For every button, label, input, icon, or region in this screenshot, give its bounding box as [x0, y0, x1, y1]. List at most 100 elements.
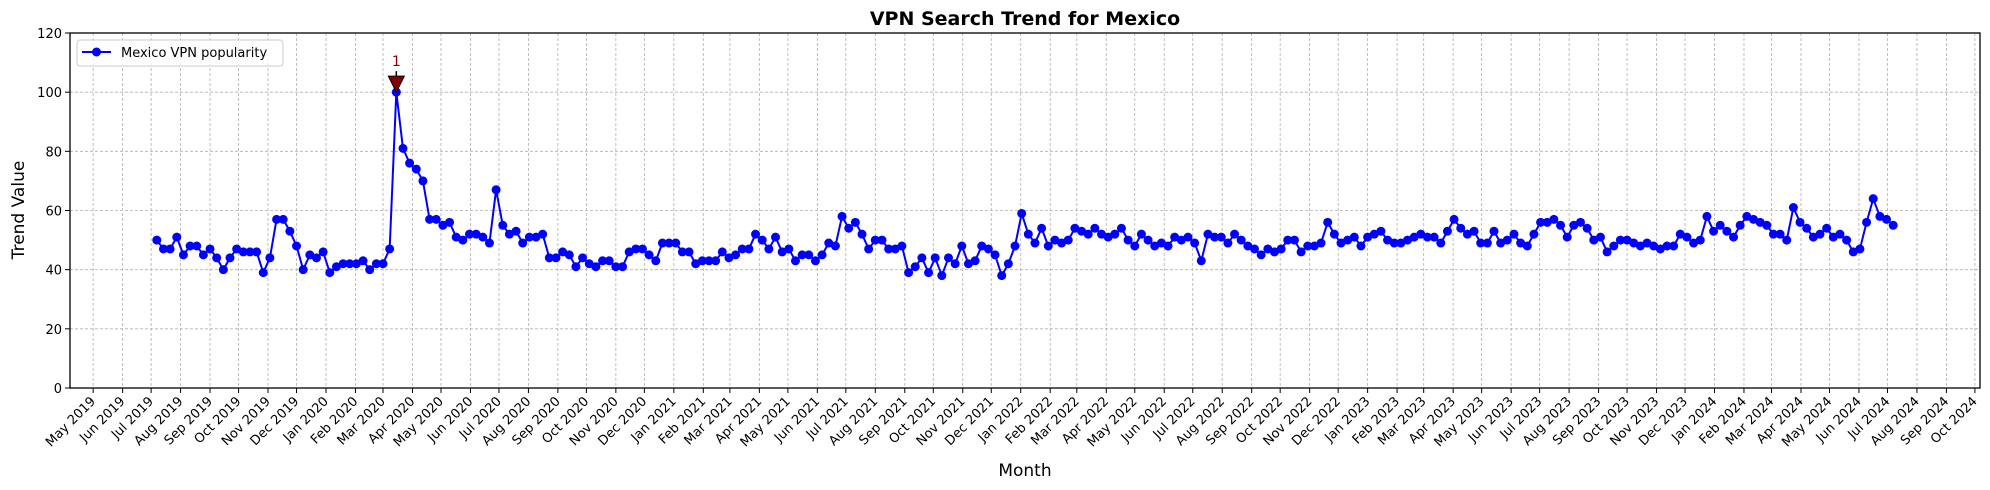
data-point — [345, 259, 355, 269]
data-point — [997, 271, 1007, 281]
data-point — [152, 235, 162, 245]
data-point — [1882, 214, 1892, 224]
annotation: 1 — [387, 54, 406, 94]
data-point — [1702, 211, 1712, 221]
data-point — [1615, 235, 1625, 245]
annotation-triangle-marker — [387, 75, 406, 94]
data-point — [1196, 256, 1206, 266]
data-point — [465, 229, 474, 239]
data-point — [711, 256, 721, 266]
data-point — [1729, 232, 1739, 242]
data-point — [1862, 217, 1872, 227]
data-point — [697, 256, 707, 266]
data-point — [498, 220, 508, 230]
data-point — [983, 244, 993, 254]
data-point — [1669, 241, 1679, 251]
data-point — [518, 238, 528, 248]
data-point — [192, 241, 202, 251]
data-point — [937, 271, 947, 281]
data-point — [371, 259, 381, 269]
data-point — [664, 238, 674, 248]
data-point — [757, 235, 767, 245]
data-point — [943, 253, 953, 263]
data-point — [1163, 241, 1173, 251]
data-point — [897, 241, 907, 251]
data-point — [677, 247, 687, 257]
data-point — [1389, 238, 1399, 248]
data-point — [1449, 214, 1459, 224]
data-point — [1037, 223, 1047, 233]
data-point — [298, 265, 308, 275]
data-point — [930, 253, 940, 263]
data-point — [378, 259, 388, 269]
grid — [70, 32, 1980, 389]
data-point — [1562, 232, 1572, 242]
y-tick-label: 100 — [37, 86, 62, 101]
data-point — [1835, 229, 1845, 239]
data-point — [1276, 244, 1286, 254]
data-point — [1782, 235, 1792, 245]
data-point — [830, 241, 840, 251]
data-point — [538, 229, 548, 239]
y-tick-label: 60 — [45, 205, 62, 220]
data-point — [1083, 229, 1093, 239]
data-point — [917, 253, 927, 263]
data-point — [1183, 232, 1193, 242]
data-point — [564, 250, 574, 260]
data-point — [1768, 229, 1778, 239]
data-point — [864, 244, 874, 254]
data-point — [850, 217, 860, 227]
data-point — [857, 229, 867, 239]
data-point — [1136, 229, 1146, 239]
data-point — [751, 229, 761, 239]
data-point — [1549, 214, 1559, 224]
data-point — [571, 262, 581, 272]
data-point — [1735, 220, 1745, 230]
series-mexico-vpn-popularity — [152, 87, 1898, 281]
data-point — [1436, 238, 1446, 248]
data-point — [285, 226, 295, 236]
data-point — [1010, 241, 1020, 251]
data-point — [1376, 226, 1386, 236]
data-point — [1143, 235, 1153, 245]
data-point — [744, 244, 754, 254]
data-point — [1210, 232, 1220, 242]
data-point — [1303, 241, 1313, 251]
data-point — [817, 250, 827, 260]
x-axis-label: Month — [998, 461, 1051, 481]
y-tick-label: 120 — [37, 27, 62, 42]
data-point — [1017, 208, 1027, 218]
data-point — [591, 262, 601, 272]
data-point — [1695, 235, 1705, 245]
data-point — [1489, 226, 1499, 236]
data-point — [764, 244, 774, 254]
data-point — [172, 232, 182, 242]
data-point — [790, 256, 800, 266]
data-point — [358, 256, 368, 266]
data-point — [1429, 232, 1439, 242]
data-point — [604, 256, 614, 266]
data-point — [870, 235, 880, 245]
data-point — [731, 250, 741, 260]
data-point — [684, 247, 694, 257]
data-point — [957, 241, 967, 251]
data-point — [1682, 232, 1692, 242]
legend-label: Mexico VPN popularity — [121, 46, 267, 61]
data-point — [598, 256, 608, 266]
data-point — [1442, 226, 1452, 236]
data-point — [245, 247, 255, 257]
data-point — [618, 262, 628, 272]
data-point — [1223, 238, 1233, 248]
data-point — [1722, 226, 1732, 236]
data-point — [1775, 229, 1785, 239]
legend-box — [76, 39, 284, 67]
data-point — [717, 247, 727, 257]
data-point — [1482, 238, 1492, 248]
data-point — [1469, 226, 1479, 236]
data-point — [1456, 223, 1466, 233]
y-tick-label: 0 — [54, 382, 62, 397]
data-point — [804, 250, 814, 260]
data-point — [1216, 232, 1226, 242]
